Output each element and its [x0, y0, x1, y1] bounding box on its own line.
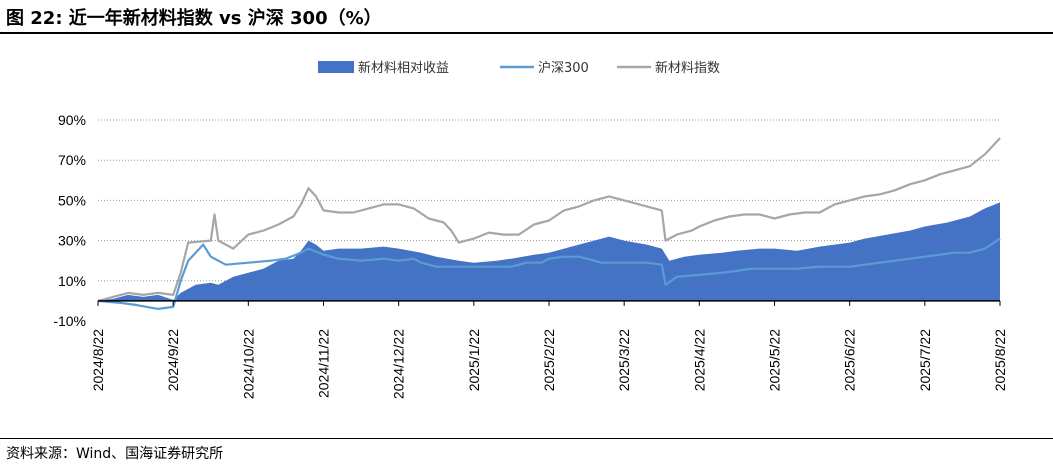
x-tick-label: 2025/2/22 — [541, 329, 557, 391]
legend: 新材料相对收益 沪深300 新材料指数 — [318, 60, 720, 76]
x-tick-label: 2025/1/22 — [466, 329, 482, 391]
x-axis: 2024/8/22 2024/9/22 2024/10/22 2024/11/22 20… — [90, 300, 1008, 399]
x-tick-label: 2025/7/22 — [917, 329, 933, 391]
legend-label: 沪深300 — [538, 60, 589, 76]
series-line-hs300 — [97, 237, 1001, 310]
y-tick-label: 70% — [58, 152, 86, 168]
x-tick-label: 2025/8/22 — [992, 329, 1008, 391]
x-tick-label: 2024/8/22 — [90, 329, 106, 391]
y-tick-label: 10% — [58, 273, 86, 289]
series-layer — [97, 137, 1001, 310]
source-rule — [0, 438, 1053, 439]
chart: 新材料相对收益 沪深300 新材料指数 -10% 10% 30% 50% 70% 90% 20… — [53, 60, 1008, 399]
y-tick-label: 50% — [58, 192, 86, 208]
y-tick-label: -10% — [53, 313, 86, 329]
series-area-relative-return — [98, 202, 1000, 301]
source-note: 资料来源：Wind、国海证券研究所 — [6, 446, 224, 462]
x-tick-label: 2024/12/22 — [391, 329, 407, 399]
x-tick-label: 2025/5/22 — [767, 329, 783, 391]
x-tick-label: 2025/6/22 — [842, 329, 858, 391]
legend-label: 新材料指数 — [655, 60, 720, 76]
title-rule — [0, 32, 1053, 34]
x-tick-label: 2024/11/22 — [316, 329, 332, 398]
legend-label: 新材料相对收益 — [358, 60, 449, 76]
x-tick-label: 2025/3/22 — [616, 329, 632, 391]
y-axis: -10% 10% 30% 50% 70% 90% — [53, 112, 86, 329]
series-line-index — [97, 137, 1001, 302]
y-tick-label: 90% — [58, 112, 86, 128]
y-tick-label: 30% — [58, 233, 86, 249]
x-tick-label: 2025/4/22 — [691, 329, 707, 391]
legend-swatch-relative-return — [318, 61, 354, 73]
figure-title: 图 22: 近一年新材料指数 vs 沪深 300（%） — [6, 8, 382, 29]
x-tick-label: 2024/10/22 — [240, 329, 256, 399]
x-tick-label: 2024/9/22 — [165, 329, 181, 391]
